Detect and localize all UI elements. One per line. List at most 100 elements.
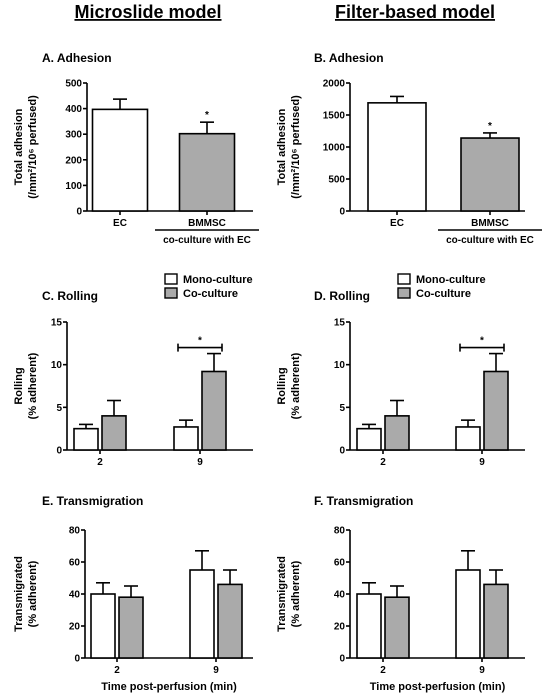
bar-co-2 [384,596,410,659]
y-tick-label: 60 [69,558,81,569]
legend-label-mono: Mono-culture [183,274,253,286]
column-title-filter: Filter-based model [335,2,495,22]
y-tick-label: 0 [339,654,345,665]
chart-title: F. Transmigration [314,494,413,508]
y-tick-label: 80 [334,526,346,537]
bar-bmmsc [178,132,236,212]
x-tick-label: 9 [479,457,485,468]
bar-mono-2 [90,593,116,659]
y-tick-label: 0 [76,207,82,218]
significance-star: * [480,336,484,347]
y-tick-label: 10 [51,360,63,371]
y-tick-label: 20 [334,622,346,633]
y-tick-label: 15 [51,318,63,329]
y-tick-label: 10 [334,360,346,371]
y-tick-label: 40 [334,590,346,601]
bar-co-9 [217,583,243,659]
x-tick-label: 9 [213,665,219,676]
x-tick-label: 2 [380,457,386,468]
y-tick-label: 1500 [323,111,346,122]
chart-A: A. Adhesion Total adhesion (/mm²/10⁶ perfu… [13,51,259,246]
legend-swatch-mono [397,273,411,285]
legend-swatch-co [397,287,411,299]
y-tick-label: 500 [65,79,82,90]
y-tick-label: 40 [69,590,81,601]
x-tick-label: 2 [97,457,103,468]
y-tick-label: 5 [56,403,62,414]
y-tick-label: 5 [339,403,345,414]
chart-C: C. Rolling Rolling (% adherent) 0 5 10 15 2 9 * Mo… [13,273,253,468]
legend-swatch-mono [164,273,178,285]
legend: Mono-culture Co-culture [164,273,253,300]
x-tick-label: EC [390,218,404,229]
bar-mono-9 [455,426,481,451]
bar-mono-2 [356,427,382,451]
bar-co-2 [384,415,410,451]
x-tick-label: BMMSC [471,218,509,229]
bar-co-9 [483,370,509,451]
y-tick-label: 20 [69,622,81,633]
legend-label-co: Co-culture [183,288,238,300]
significance-star: * [198,336,202,347]
chart-title: C. Rolling [42,289,98,303]
y-axis-label: Transmigrated (% adherent) [276,556,302,632]
y-tick-label: 2000 [323,79,346,90]
significance-star: * [488,121,492,132]
bar-mono-9 [455,569,481,659]
y-tick-label: 400 [65,104,82,115]
y-tick-label: 0 [339,446,345,457]
y-tick-label: 200 [65,155,82,166]
column-title-microslide: Microslide model [74,2,221,22]
bar-mono-2 [73,427,99,451]
y-tick-label: 80 [69,526,81,537]
x-tick-label: 9 [197,457,203,468]
y-axis-label: Total adhesion (/mm²/10⁶ perfused) [13,95,39,199]
y-tick-label: 0 [56,446,62,457]
y-axis-label: Transmigrated (% adherent) [13,556,39,632]
significance-bracket [459,343,505,352]
x-axis-label: Time post-perfusion (min) [101,681,237,693]
x-axis-label: Time post-perfusion (min) [370,681,506,693]
category-sublabel: co-culture with EC [446,235,534,246]
chart-B: B. Adhesion Total adhesion (/mm²/10⁶ perfu… [276,51,542,246]
legend-swatch-co [164,287,178,299]
y-axis-label: Rolling (% adherent) [13,352,39,419]
y-tick-label: 500 [328,175,345,186]
panels: A. Adhesion Total adhesion (/mm²/10⁶ perfu… [13,51,542,693]
chart-title: E. Transmigration [42,494,143,508]
bar-co-9 [483,583,509,659]
y-tick-label: 60 [334,558,346,569]
legend: Mono-culture Co-culture [397,273,486,300]
x-tick-label: BMMSC [188,218,226,229]
chart-title: B. Adhesion [314,51,384,65]
y-axis-label: Total adhesion (/mm²/10⁶ perfused) [276,95,302,199]
y-tick-label: 15 [334,318,346,329]
legend-label-mono: Mono-culture [416,274,486,286]
category-sublabel: co-culture with EC [163,235,251,246]
y-tick-label: 0 [339,207,345,218]
chart-F: F. Transmigration Transmigrated (% adheren… [276,494,525,693]
bar-co-2 [101,415,127,451]
significance-bracket [177,343,223,352]
x-tick-label: EC [113,218,127,229]
chart-D: D. Rolling Rolling (% adherent) 0 5 10 15 2 9 * Mo… [276,273,525,468]
y-tick-label: 100 [65,181,82,192]
legend-label-co: Co-culture [416,288,471,300]
bar-mono-9 [173,426,199,451]
bar-bmmsc [460,137,520,212]
bar-co-9 [201,370,227,451]
x-tick-label: 2 [380,665,386,676]
bar-co-2 [118,596,144,659]
y-tick-label: 0 [74,654,80,665]
bar-mono-2 [356,593,382,659]
bar-mono-9 [189,569,215,659]
y-tick-label: 300 [65,130,82,141]
y-axis-label: Rolling (% adherent) [276,352,302,419]
chart-title: A. Adhesion [42,51,112,65]
chart-title: D. Rolling [314,289,370,303]
x-tick-label: 9 [479,665,485,676]
bar-ec [91,108,149,212]
significance-star: * [205,110,209,121]
y-tick-label: 1000 [323,143,346,154]
